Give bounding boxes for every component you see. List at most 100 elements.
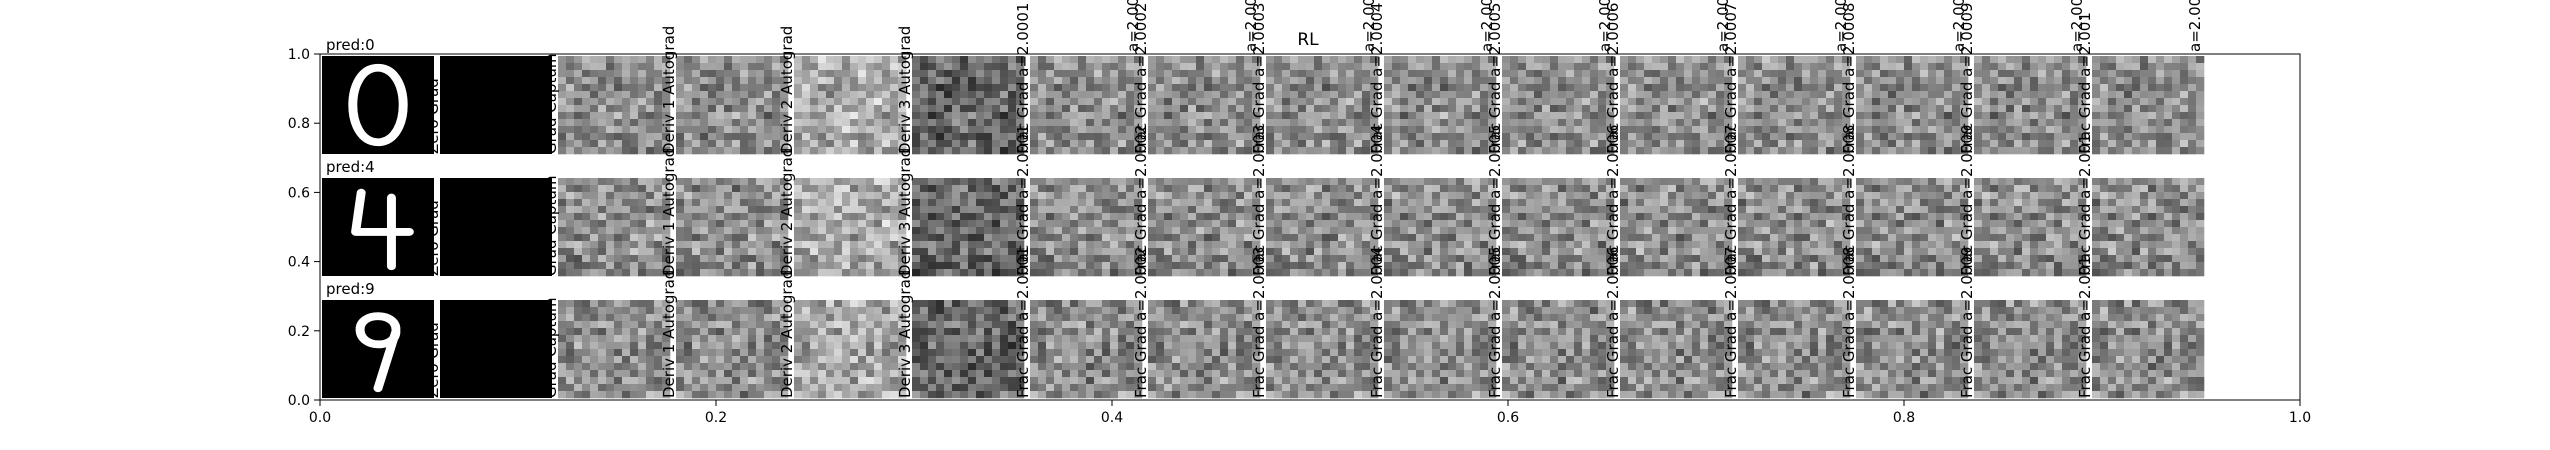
- attribution-panel: [1620, 300, 1733, 399]
- panel-label: Frac Grad a=2.0001: [1014, 3, 1032, 154]
- panel-label: Deriv 3 Autograd: [896, 270, 914, 398]
- panel-label: Frac Grad a=2.0004: [1368, 3, 1386, 154]
- pred-label: pred:0: [326, 36, 375, 54]
- panel-label: Frac Grad a=2.0004: [1368, 247, 1386, 398]
- attribution-panel: [794, 178, 907, 277]
- x-tick-label: 0.8: [1893, 410, 1915, 426]
- panel-label: Zero Grad: [424, 200, 442, 276]
- panel-label: Frac Grad a=2.0003: [1250, 125, 1268, 276]
- panel-title: a=2.0004: [1478, 0, 1496, 52]
- attribution-panel: [1266, 56, 1379, 155]
- panel-label: Grad Captum: [542, 298, 560, 398]
- attribution-panel: [1148, 300, 1261, 399]
- attribution-panel: [1620, 56, 1733, 155]
- attribution-panel: [1266, 300, 1379, 399]
- panel-label: Frac Grad a=2.0001: [1014, 125, 1032, 276]
- attribution-panel: [558, 300, 671, 399]
- attribution-panel: [676, 56, 789, 155]
- attribution-panel: [794, 300, 907, 399]
- panel-title: a=2.0006: [1714, 0, 1732, 52]
- attribution-panel: [1502, 178, 1615, 277]
- y-axis: 0.0 0.2 0.4 0.6 0.8 1.0: [288, 47, 320, 409]
- panel-label: Frac Grad a=2.0008: [1840, 247, 1858, 398]
- panel-label: Deriv 1 Autograd: [660, 270, 678, 398]
- panel-label: Zero Grad: [424, 322, 442, 398]
- attribution-panel: [1974, 300, 2087, 399]
- attribution-panel: [1856, 56, 1969, 155]
- panel-title: a=2.001: [2186, 0, 2204, 52]
- pred-label: pred:4: [326, 158, 375, 176]
- zero-grad-panel: [440, 178, 552, 276]
- panel-label: Deriv 3 Autograd: [896, 26, 914, 154]
- panel-label: Frac Grad a=2.0002: [1132, 125, 1150, 276]
- attribution-panel: [1030, 178, 1143, 277]
- panel-label: Deriv 2 Autograd: [778, 270, 796, 398]
- attribution-panel: [1620, 178, 1733, 277]
- panel-label: Grad Captum: [542, 54, 560, 154]
- panel-label: Zero Grad: [424, 78, 442, 154]
- panel-title: a=2.0002: [1242, 0, 1260, 52]
- attribution-panel: [1030, 56, 1143, 155]
- panel-label: Deriv 3 Autograd: [896, 148, 914, 276]
- panel-label: Frac Grad a=2.0007: [1722, 3, 1740, 154]
- attribution-panel: [912, 300, 1025, 399]
- panel-label: Frac Grad a=2.0003: [1250, 3, 1268, 154]
- panel-label: Frac Grad a=2.001: [2076, 134, 2094, 276]
- panel-label: Deriv 1 Autograd: [660, 26, 678, 154]
- attribution-panel: [2092, 300, 2205, 399]
- attribution-panel: [1384, 56, 1497, 155]
- zero-grad-panel: [440, 56, 552, 154]
- attribution-panel: [912, 178, 1025, 277]
- chart-title: RL: [1297, 30, 1319, 50]
- panel-label: Frac Grad a=2.0009: [1958, 125, 1976, 276]
- attribution-panel: [558, 178, 671, 277]
- y-tick-label: 0.8: [288, 116, 310, 132]
- panel-title: a=2.0001: [1124, 0, 1142, 52]
- y-tick-label: 0.6: [288, 185, 310, 201]
- attribution-panel: [1030, 300, 1143, 399]
- panel-label: Deriv 2 Autograd: [778, 148, 796, 276]
- panel-label: Frac Grad a=2.0002: [1132, 247, 1150, 398]
- digit-image: [322, 56, 434, 154]
- panel-title: a=2.0005: [1596, 0, 1614, 52]
- y-tick-label: 1.0: [288, 47, 310, 63]
- attribution-panel: [1502, 56, 1615, 155]
- attribution-panel: [1856, 300, 1969, 399]
- panel-title: a=2.0009: [2068, 0, 2086, 52]
- y-tick-label: 0.0: [288, 393, 310, 409]
- x-tick-label: 0.6: [1497, 410, 1519, 426]
- y-tick-label: 0.4: [288, 255, 310, 271]
- x-axis: 0.0 0.2 0.4 0.6 0.8 1.0: [309, 400, 2311, 426]
- x-tick-label: 0.0: [309, 410, 331, 426]
- y-tick-label: 0.2: [288, 324, 310, 340]
- panel-title: a=2.0003: [1360, 0, 1378, 52]
- panel-label: Frac Grad a=2.0005: [1486, 125, 1504, 276]
- panel-label: Frac Grad a=2.0001: [1014, 247, 1032, 398]
- attribution-panel: [2092, 178, 2205, 277]
- panel-label: Frac Grad a=2.0006: [1604, 3, 1622, 154]
- panel-label: Frac Grad a=2.0009: [1958, 3, 1976, 154]
- attribution-panel: [1856, 178, 1969, 277]
- panel-title: a=2.0007: [1832, 0, 1850, 52]
- panel-label: Frac Grad a=2.001: [2076, 256, 2094, 398]
- attribution-panel: [1738, 300, 1851, 399]
- x-tick-label: 0.4: [1101, 410, 1123, 426]
- panel-label: Frac Grad a=2.0008: [1840, 3, 1858, 154]
- attribution-panel: [1738, 178, 1851, 277]
- attribution-panel: [1502, 300, 1615, 399]
- panel-title: a=2.0008: [1950, 0, 1968, 52]
- x-tick-label: 0.2: [705, 410, 727, 426]
- panel-label: Frac Grad a=2.001: [2076, 12, 2094, 154]
- attribution-panel: [1974, 56, 2087, 155]
- attribution-panel: [2092, 56, 2205, 155]
- panel-label: Frac Grad a=2.0005: [1486, 247, 1504, 398]
- attribution-panel: [1384, 300, 1497, 399]
- panel-label: Frac Grad a=2.0008: [1840, 125, 1858, 276]
- attribution-panel: [1148, 178, 1261, 277]
- attribution-panel: [558, 56, 671, 155]
- panel-labels: pred:0 Zero Grad Grad Captum Deriv 1 Autogr…: [326, 0, 2204, 398]
- attribution-panel: [676, 300, 789, 399]
- panel-label: Frac Grad a=2.0007: [1722, 247, 1740, 398]
- panel-label: Frac Grad a=2.0009: [1958, 247, 1976, 398]
